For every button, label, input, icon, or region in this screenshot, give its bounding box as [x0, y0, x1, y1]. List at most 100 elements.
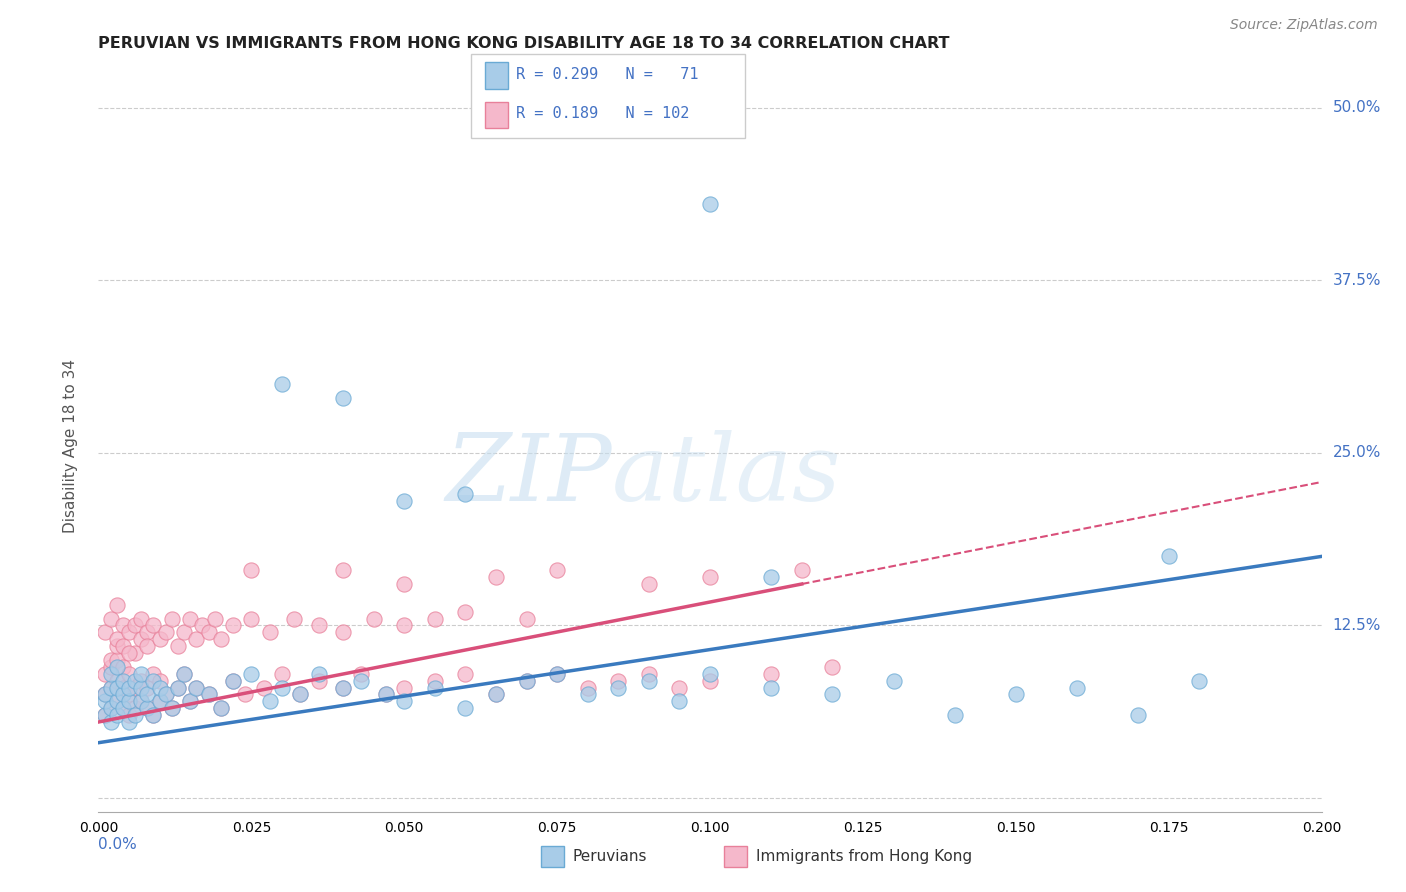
Point: [197, 687, 219, 701]
Point: [124, 673, 146, 688]
Point: [197, 687, 219, 701]
Point: [191, 618, 214, 632]
Point: [607, 673, 630, 688]
Point: [546, 563, 568, 577]
Point: [118, 714, 141, 729]
Point: [209, 701, 232, 715]
Point: [270, 681, 292, 695]
Point: [129, 694, 152, 708]
Point: [222, 618, 245, 632]
Point: [252, 681, 274, 695]
Point: [883, 673, 905, 688]
Text: R = 0.299   N =   71: R = 0.299 N = 71: [516, 67, 699, 82]
Point: [129, 694, 152, 708]
Text: 37.5%: 37.5%: [1333, 273, 1381, 288]
Point: [392, 618, 416, 632]
Point: [576, 687, 599, 701]
Point: [1188, 673, 1211, 688]
Point: [350, 673, 373, 688]
Point: [155, 687, 177, 701]
Point: [186, 681, 208, 695]
Point: [129, 673, 152, 688]
Point: [943, 708, 966, 723]
Point: [270, 376, 292, 391]
Text: 12.5%: 12.5%: [1333, 618, 1381, 633]
Point: [105, 653, 128, 667]
Point: [1004, 687, 1026, 701]
Point: [283, 611, 305, 625]
Point: [160, 701, 183, 715]
Point: [142, 673, 165, 688]
Point: [759, 666, 782, 681]
Point: [637, 666, 661, 681]
Point: [392, 681, 416, 695]
Point: [332, 681, 354, 695]
Point: [454, 487, 477, 501]
Point: [136, 687, 159, 701]
Point: [423, 611, 446, 625]
Text: PERUVIAN VS IMMIGRANTS FROM HONG KONG DISABILITY AGE 18 TO 34 CORRELATION CHART: PERUVIAN VS IMMIGRANTS FROM HONG KONG DI…: [98, 36, 950, 51]
Point: [821, 687, 844, 701]
Point: [454, 701, 477, 715]
Point: [699, 570, 721, 584]
Point: [149, 632, 172, 647]
Point: [142, 666, 165, 681]
Point: [179, 694, 201, 708]
Point: [186, 681, 208, 695]
Point: [105, 632, 128, 647]
Text: Immigrants from Hong Kong: Immigrants from Hong Kong: [756, 849, 973, 863]
Point: [100, 681, 122, 695]
Point: [100, 701, 122, 715]
Point: [392, 577, 416, 591]
Text: R = 0.189   N = 102: R = 0.189 N = 102: [516, 106, 689, 121]
Point: [111, 687, 134, 701]
Point: [93, 694, 115, 708]
Point: [173, 625, 195, 640]
Point: [186, 632, 208, 647]
Point: [637, 577, 661, 591]
Point: [392, 694, 416, 708]
Point: [485, 570, 508, 584]
Point: [118, 646, 141, 660]
Point: [118, 666, 141, 681]
Point: [516, 611, 538, 625]
Point: [222, 673, 245, 688]
Point: [136, 625, 159, 640]
Point: [350, 666, 373, 681]
Point: [93, 687, 115, 701]
Point: [332, 563, 354, 577]
Point: [149, 681, 172, 695]
Point: [124, 646, 146, 660]
Point: [209, 701, 232, 715]
Point: [105, 694, 128, 708]
Point: [100, 701, 122, 715]
Point: [111, 673, 134, 688]
Point: [111, 639, 134, 653]
Point: [167, 681, 190, 695]
Point: [392, 494, 416, 508]
Point: [105, 598, 128, 612]
Text: 25.0%: 25.0%: [1333, 445, 1381, 460]
Point: [100, 660, 122, 674]
Point: [270, 666, 292, 681]
Point: [118, 687, 141, 701]
Point: [516, 673, 538, 688]
Point: [142, 708, 165, 723]
Point: [129, 681, 152, 695]
Point: [111, 660, 134, 674]
Point: [454, 605, 477, 619]
Point: [149, 694, 172, 708]
Point: [485, 687, 508, 701]
Point: [105, 694, 128, 708]
Point: [1128, 708, 1150, 723]
Point: [124, 618, 146, 632]
Point: [155, 625, 177, 640]
Point: [100, 611, 122, 625]
Point: [118, 694, 141, 708]
Point: [105, 639, 128, 653]
Point: [759, 570, 782, 584]
Point: [637, 673, 661, 688]
Point: [290, 687, 312, 701]
Point: [233, 687, 256, 701]
Point: [124, 701, 146, 715]
